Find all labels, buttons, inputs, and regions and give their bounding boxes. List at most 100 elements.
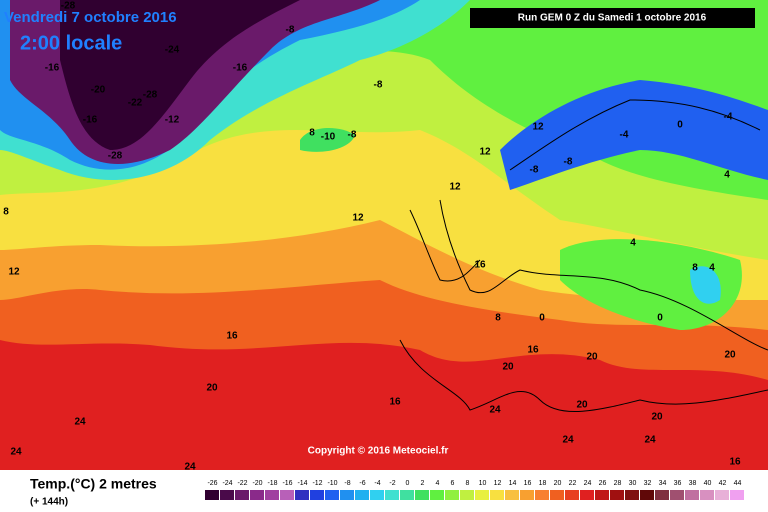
scale-cell [370, 490, 384, 500]
contour-label: -8 [530, 165, 539, 176]
color-scale: -26 -24 -22 -20 -18 -16 -14 -12 -10 -8 -6 -4 -2 0 2 4 6 8… [205, 480, 744, 500]
scale-label: 8 [466, 480, 470, 487]
scale-cell [520, 490, 534, 500]
contour-label: -10 [321, 132, 336, 143]
contour-label: -12 [165, 115, 180, 126]
contour-label: -16 [83, 115, 98, 126]
scale-cell [220, 490, 234, 500]
scale-cell [640, 490, 654, 500]
scale-label: 32 [644, 480, 652, 487]
contour-label: 16 [729, 457, 741, 468]
contour-label: 4 [724, 170, 730, 181]
scale-label: 44 [734, 480, 742, 487]
scale-cell [250, 490, 264, 500]
scale-label: 26 [599, 480, 607, 487]
contour-label: 12 [352, 213, 364, 224]
contour-label: 4 [709, 263, 715, 274]
scale-cell [355, 490, 369, 500]
scale-cell [550, 490, 564, 500]
scale-cell [700, 490, 714, 500]
scale-cell [430, 490, 444, 500]
scale-cell [535, 490, 549, 500]
contour-label: 8 [495, 313, 501, 324]
scale-label: 12 [494, 480, 502, 487]
scale-cell [445, 490, 459, 500]
contour-label: 20 [586, 352, 598, 363]
scale-label: -20 [252, 480, 262, 487]
scale-label: 42 [719, 480, 727, 487]
contour-label: 0 [657, 313, 663, 324]
contour-label: 8 [3, 207, 9, 218]
scale-label: 10 [479, 480, 487, 487]
contour-label: 16 [527, 345, 539, 356]
contour-label: -28 [108, 151, 123, 162]
scale-cell [730, 490, 744, 500]
scale-label: -26 [207, 480, 217, 487]
scale-label: -12 [312, 480, 322, 487]
scale-label: 40 [704, 480, 712, 487]
contour-label: 0 [539, 313, 545, 324]
scale-cell [340, 490, 354, 500]
contour-label: -16 [233, 63, 248, 74]
scale-label: 30 [629, 480, 637, 487]
contour-label: 16 [474, 260, 486, 271]
scale-label: 0 [406, 480, 410, 487]
scale-cell [565, 490, 579, 500]
contour-label: 24 [10, 447, 22, 458]
scale-cell [505, 490, 519, 500]
contour-label: 20 [206, 383, 218, 394]
scale-label: -10 [327, 480, 337, 487]
scale-cell [415, 490, 429, 500]
contour-label: 20 [724, 350, 736, 361]
contour-label: -8 [564, 157, 573, 168]
legend-title: Temp.(°C) 2 metres [30, 476, 157, 492]
contour-label: -22 [128, 98, 143, 109]
scale-label: -22 [237, 480, 247, 487]
scale-label: -4 [374, 480, 380, 487]
copyright: Copyright © 2016 Meteociel.fr [308, 446, 449, 457]
contour-label: -4 [724, 112, 733, 123]
contour-label: 4 [630, 238, 636, 249]
contour-label: 16 [389, 397, 401, 408]
contour-label: -16 [45, 63, 60, 74]
contour-label: 24 [489, 405, 501, 416]
scale-cell [655, 490, 669, 500]
title: Vendredi 7 octobre 2016 [4, 9, 177, 26]
contour-label: -24 [165, 45, 180, 56]
contour-label: 12 [449, 182, 461, 193]
contour-label: 20 [502, 362, 514, 373]
contour-label: 24 [184, 462, 196, 473]
subtitle: 2:00 locale [20, 32, 122, 54]
scale-label: 24 [584, 480, 592, 487]
scale-cell [205, 490, 219, 500]
contour-label: 24 [562, 435, 574, 446]
run-box [470, 8, 755, 28]
scale-cell [670, 490, 684, 500]
scale-cell [460, 490, 474, 500]
scale-label: 14 [509, 480, 517, 487]
scale-cell [580, 490, 594, 500]
scale-cell [490, 490, 504, 500]
scale-cell [295, 490, 309, 500]
contour-label: -28 [61, 1, 76, 12]
contour-label: 20 [576, 400, 588, 411]
scale-label: 6 [451, 480, 455, 487]
contour-labels: -28-24-16-20-22-28-16 -12-28-16-8-88 -10 -8… [3, 1, 741, 473]
scale-label: 34 [659, 480, 667, 487]
scale-label: 28 [614, 480, 622, 487]
scale-label: -14 [297, 480, 307, 487]
contour-label: -28 [143, 90, 158, 101]
contour-label: 8 [692, 263, 698, 274]
scale-cell [280, 490, 294, 500]
scale-cell [595, 490, 609, 500]
scale-label: -16 [282, 480, 292, 487]
contour-label: 8 [309, 128, 315, 139]
scale-cell [265, 490, 279, 500]
scale-label: -2 [389, 480, 395, 487]
scale-label: 22 [569, 480, 577, 487]
scale-label: 36 [674, 480, 682, 487]
contour-label: 24 [644, 435, 656, 446]
scale-label: -6 [359, 480, 365, 487]
scale-label: 4 [436, 480, 440, 487]
scale-label: -24 [222, 480, 232, 487]
